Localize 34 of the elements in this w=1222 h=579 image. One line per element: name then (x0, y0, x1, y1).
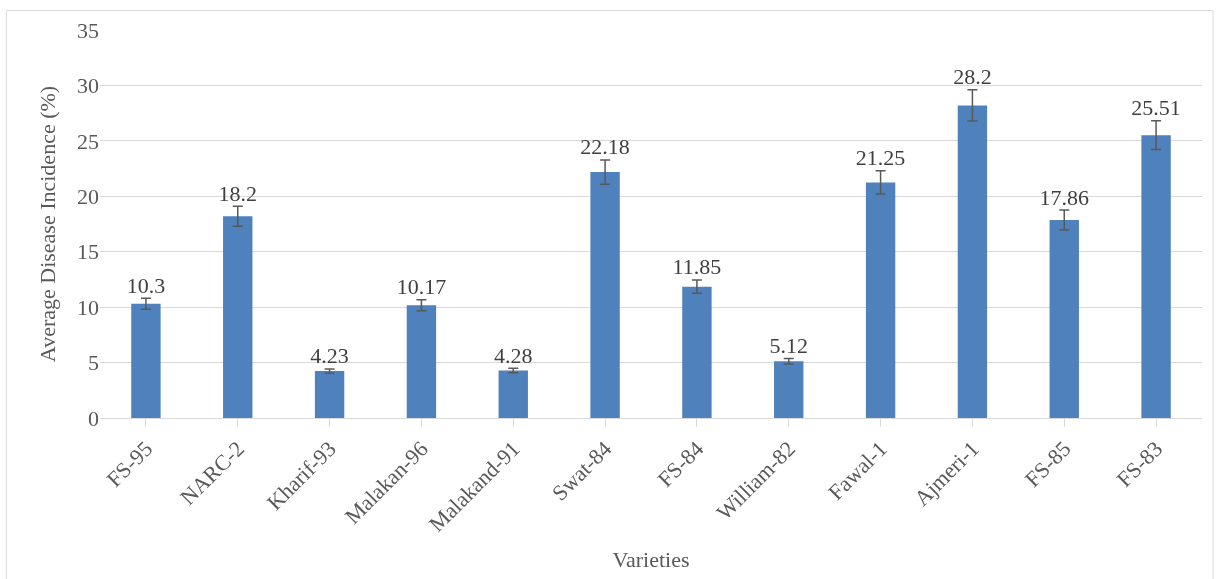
data-label: 4.23 (310, 343, 349, 369)
bar (1049, 220, 1079, 418)
data-label: 22.18 (580, 134, 630, 160)
y-tick-label: 15 (77, 239, 99, 265)
y-tick-label: 5 (88, 350, 99, 376)
data-label: 28.2 (953, 64, 992, 90)
data-label: 21.25 (855, 145, 906, 171)
data-label: 25.51 (1131, 95, 1181, 121)
bar (498, 370, 528, 418)
y-axis-title: Average Disease Incidence (%) (34, 85, 60, 363)
y-tick-label: 30 (77, 73, 99, 99)
data-label: 4.28 (494, 342, 533, 368)
y-tick-label: 20 (77, 183, 99, 209)
bar (590, 172, 620, 418)
y-tick-label: 35 (77, 17, 99, 43)
bar (957, 105, 988, 418)
data-label: 5.12 (769, 332, 808, 358)
bar (682, 286, 712, 418)
x-axis-title: Varieties (612, 546, 690, 572)
bar (1141, 135, 1171, 418)
bar (406, 305, 437, 418)
data-label: 11.85 (672, 254, 722, 280)
bar (131, 303, 161, 418)
data-label: 10.17 (396, 274, 447, 300)
data-label: 17.86 (1039, 184, 1089, 210)
bar (223, 216, 253, 418)
bar (865, 182, 896, 418)
data-label: 18.2 (218, 180, 257, 206)
y-tick-label: 10 (77, 294, 99, 320)
bar (774, 361, 804, 418)
y-tick-label: 0 (88, 405, 99, 431)
bar (314, 371, 345, 418)
data-label: 10.3 (126, 272, 166, 298)
y-tick-label: 25 (77, 128, 99, 154)
